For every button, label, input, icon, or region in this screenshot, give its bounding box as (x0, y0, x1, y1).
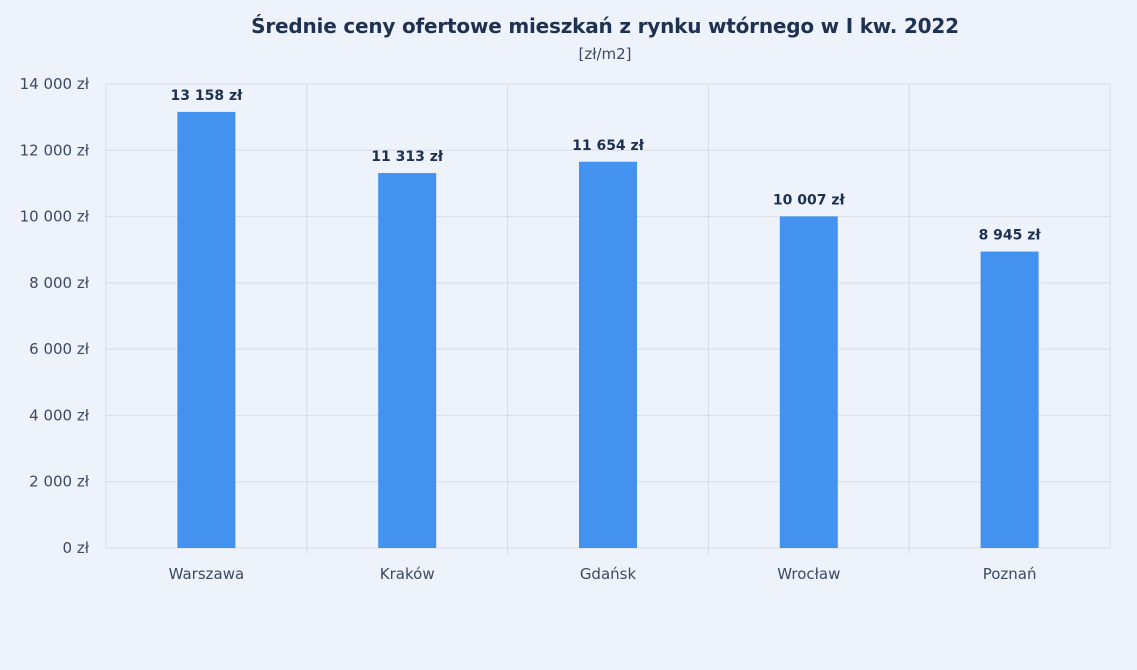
y-axis: 0 zł 2 000 zł 4 000 zł 6 000 zł 8 000 zł 10 0… (20, 75, 90, 557)
x-tick-label: Gdańsk (580, 565, 637, 583)
y-tick-label: 12 000 zł (20, 141, 90, 159)
bar-warszawa (177, 111, 236, 549)
chart-subtitle: [zł/m2] (578, 45, 632, 63)
data-label: 13 158 zł (170, 88, 243, 104)
bar-wrocław (779, 216, 838, 549)
data-labels: 13 158 zł 11 313 zł 11 654 zł 10 007 zł 8 94… (170, 88, 1041, 244)
data-label: 10 007 zł (773, 192, 846, 208)
x-tick-label: Wrocław (777, 565, 840, 583)
x-tick-label: Warszawa (169, 565, 245, 583)
y-tick-label: 10 000 zł (20, 208, 90, 226)
y-tick-label: 14 000 zł (20, 75, 90, 93)
x-tick-label: Poznań (983, 565, 1037, 583)
chart-title: Średnie ceny ofertowe mieszkań z rynku w… (251, 14, 959, 38)
data-label: 11 313 zł (371, 149, 444, 165)
y-tick-label: 8 000 zł (29, 274, 90, 292)
bar-gdańsk (579, 161, 637, 548)
y-tick-label: 2 000 zł (29, 473, 90, 491)
x-tick-label: Kraków (380, 565, 435, 583)
bar-kraków (378, 173, 437, 548)
data-label: 8 945 zł (979, 228, 1042, 244)
x-axis: Warszawa Kraków Gdańsk Wrocław Poznań (169, 565, 1037, 583)
bars (177, 111, 1039, 549)
y-tick-label: 6 000 zł (29, 340, 90, 358)
y-tick-label: 4 000 zł (29, 406, 90, 424)
bar-poznań (980, 251, 1039, 548)
data-label: 11 654 zł (572, 138, 645, 154)
y-tick-label: 0 zł (63, 539, 90, 557)
